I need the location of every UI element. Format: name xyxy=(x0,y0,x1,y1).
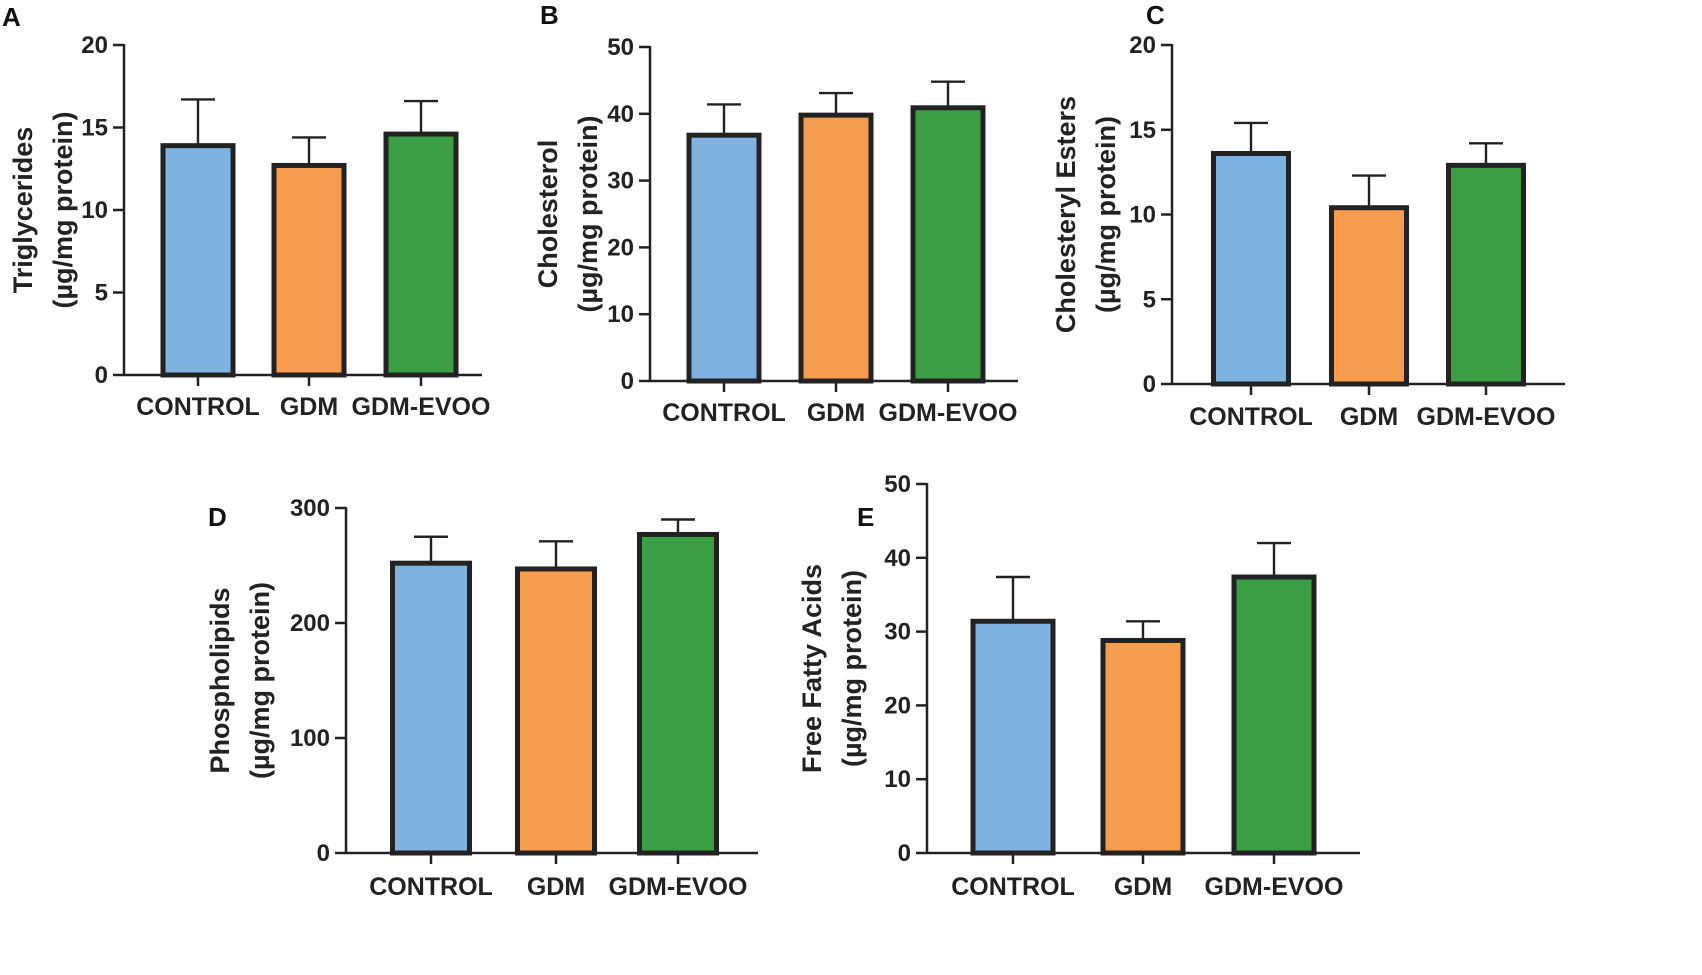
x-tick-label: GDM xyxy=(280,393,338,421)
y-axis-unit: (µg/mg protein) xyxy=(837,570,867,767)
y-tick-label: 5 xyxy=(95,280,108,307)
x-tick-label: GDM xyxy=(1340,403,1398,431)
chart-panel-c: C 0 5 10 15 20 CONTROL GDM GDM-EVOO Cholesteryl E… xyxy=(1051,0,1565,431)
bar-gdm-evoo xyxy=(1231,574,1317,856)
panel-letter: A xyxy=(2,2,21,32)
chart-panel-e: E 0 10 20 30 40 50 CONTROL GDM GDM-EVOO Free Fatty… xyxy=(797,471,1360,901)
y-tick-label: 50 xyxy=(607,34,634,61)
panel-letter: D xyxy=(208,502,227,532)
chart-panel-a: A 0 5 10 15 20 CONTROL GDM GDM-EVOO Triglycerides… xyxy=(2,2,490,421)
chart-panel-d: D 0 100 200 300 CONTROL GDM GDM-EVOO Phospholipi… xyxy=(205,495,758,901)
y-axis-unit: (µg/mg protein) xyxy=(48,111,78,308)
y-tick-label: 0 xyxy=(317,840,330,867)
x-tick-label: GDM-EVOO xyxy=(1205,873,1344,901)
y-tick-label: 10 xyxy=(81,197,108,224)
x-tick-label: GDM xyxy=(1114,873,1172,901)
bar-gdm-evoo xyxy=(910,105,986,384)
y-tick-label: 0 xyxy=(898,840,911,867)
x-tick-label: GDM-EVOO xyxy=(1417,403,1556,431)
x-tick-label: CONTROL xyxy=(951,873,1075,901)
y-tick-label: 200 xyxy=(290,610,330,637)
bar-control xyxy=(160,143,236,378)
y-tick-label: 100 xyxy=(290,725,330,752)
y-tick-label: 40 xyxy=(607,101,634,128)
bar-control xyxy=(390,560,472,856)
y-tick-label: 30 xyxy=(607,168,634,195)
y-tick-label: 15 xyxy=(81,115,108,142)
y-tick-label: 0 xyxy=(1143,371,1156,398)
y-tick-label: 20 xyxy=(884,692,911,719)
panel-letter: B xyxy=(540,0,559,30)
bar-control xyxy=(686,132,762,384)
y-axis-unit: (µg/mg protein) xyxy=(245,582,275,779)
x-tick-label: GDM-EVOO xyxy=(879,399,1018,427)
y-axis-unit: (µg/mg protein) xyxy=(573,115,603,312)
y-tick-label: 0 xyxy=(621,368,634,395)
x-tick-label: GDM xyxy=(807,399,865,427)
y-tick-label: 5 xyxy=(1143,286,1156,313)
y-axis-unit: (µg/mg protein) xyxy=(1091,116,1121,313)
y-tick-label: 20 xyxy=(1129,32,1156,59)
bar-control xyxy=(970,618,1056,856)
y-axis-title: Cholesterol xyxy=(533,140,563,289)
x-tick-label: CONTROL xyxy=(1189,403,1313,431)
y-tick-label: 40 xyxy=(884,545,911,572)
y-axis-title: Free Fatty Acids xyxy=(797,564,827,773)
x-tick-label: CONTROL xyxy=(136,393,260,421)
bar-gdm-evoo xyxy=(383,131,459,378)
panel-letter: E xyxy=(857,502,874,532)
bar-control xyxy=(1211,150,1291,387)
x-tick-label: CONTROL xyxy=(662,399,786,427)
bar-gdm xyxy=(798,112,874,384)
y-tick-label: 20 xyxy=(81,32,108,59)
y-tick-label: 30 xyxy=(884,619,911,646)
x-tick-label: CONTROL xyxy=(369,873,493,901)
bar-gdm-evoo xyxy=(1446,162,1526,387)
x-tick-label: GDM xyxy=(527,873,585,901)
chart-panel-b: B 0 10 20 30 40 50 CONTROL GDM GDM-EVOO Cholestero… xyxy=(533,0,1018,427)
bar-gdm xyxy=(515,566,597,856)
y-tick-label: 15 xyxy=(1129,117,1156,144)
y-tick-label: 10 xyxy=(607,301,634,328)
y-tick-label: 300 xyxy=(290,495,330,522)
y-tick-label: 0 xyxy=(95,362,108,389)
y-tick-label: 10 xyxy=(1129,202,1156,229)
bar-gdm-evoo xyxy=(637,531,719,856)
y-axis-title: Phospholipids xyxy=(205,588,235,774)
x-tick-label: GDM-EVOO xyxy=(352,393,491,421)
y-axis-title: Triglycerides xyxy=(8,127,38,294)
y-tick-label: 20 xyxy=(607,234,634,261)
bar-gdm xyxy=(271,162,347,378)
bar-gdm xyxy=(1329,205,1409,387)
y-tick-label: 10 xyxy=(884,766,911,793)
panel-letter: C xyxy=(1146,0,1165,30)
y-tick-label: 50 xyxy=(884,471,911,498)
y-axis-title: Cholesteryl Esters xyxy=(1051,96,1081,333)
bar-gdm xyxy=(1100,637,1186,856)
x-tick-label: GDM-EVOO xyxy=(609,873,748,901)
